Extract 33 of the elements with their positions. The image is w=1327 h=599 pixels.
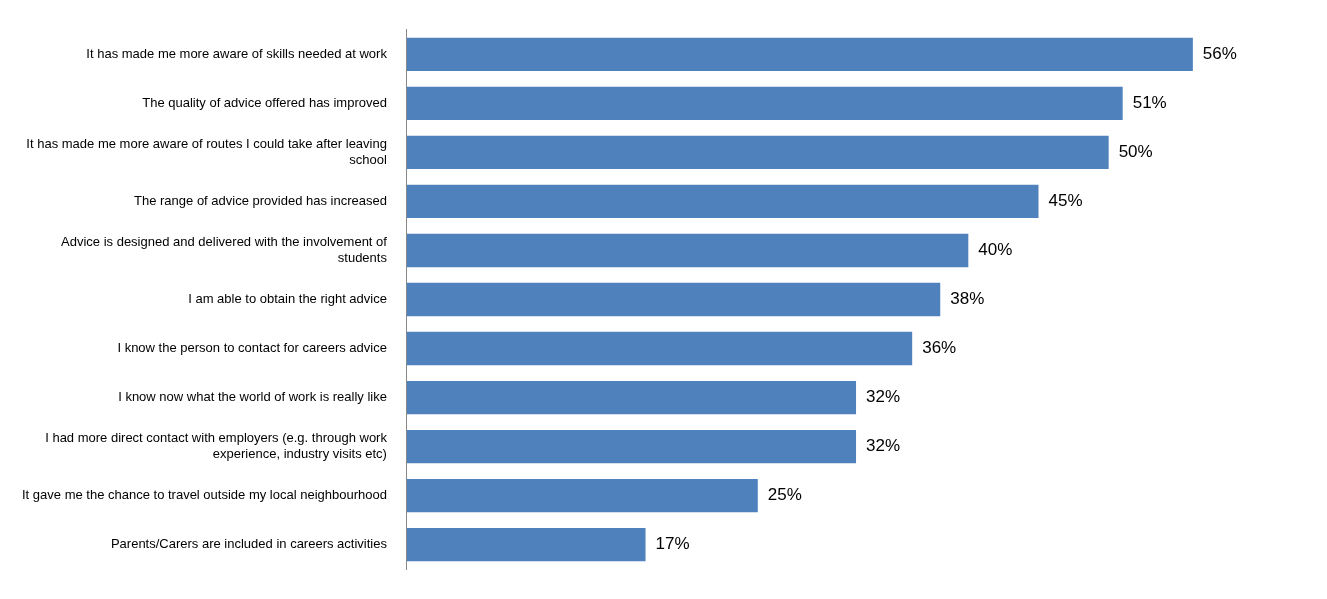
y-tick-label: I am able to obtain the right advice (188, 291, 387, 307)
bar (406, 331, 913, 366)
bar (406, 135, 1109, 170)
y-tick-label: I know the person to contact for careers advice (117, 340, 387, 356)
bar (406, 184, 1039, 219)
data-label: 36% (922, 338, 957, 358)
y-tick-label: It has made me more aware of skills needed at work (86, 45, 388, 61)
data-label: 51% (1132, 93, 1167, 113)
data-label: 32% (866, 436, 901, 456)
bar (406, 528, 646, 562)
y-tick-label: I had more direct contact with employers (e.g. through work experience, industry visits etc) (45, 430, 388, 461)
bar (406, 478, 758, 513)
y-tick-label: Parents/Carers are included in careers activities (110, 536, 388, 552)
data-label: 56% (1202, 44, 1237, 64)
y-tick-label: It has made me more aware of routes I could take after leaving school (26, 136, 388, 167)
bar (406, 282, 941, 317)
y-tick-label: The quality of advice offered has improved (142, 94, 387, 110)
data-label: 17% (655, 534, 690, 554)
data-label: 38% (950, 289, 985, 309)
y-tick-label: The range of advice provided has increased (134, 193, 387, 209)
y-tick-label: Advice is designed and delivered with the involvement of students (61, 234, 388, 265)
bar (406, 380, 857, 415)
bar (406, 86, 1123, 121)
y-tick-label: I know now what the world of work is really like (118, 389, 387, 405)
y-tick-label: It gave me the chance to travel outside my local neighbourhood (21, 487, 387, 503)
data-label: 45% (1048, 191, 1083, 211)
bar (406, 37, 1193, 71)
bar (406, 233, 969, 268)
data-label: 32% (866, 387, 901, 407)
bar (406, 429, 857, 464)
data-label: 25% (767, 485, 802, 505)
data-label: 40% (978, 240, 1013, 260)
data-label: 50% (1118, 142, 1153, 162)
